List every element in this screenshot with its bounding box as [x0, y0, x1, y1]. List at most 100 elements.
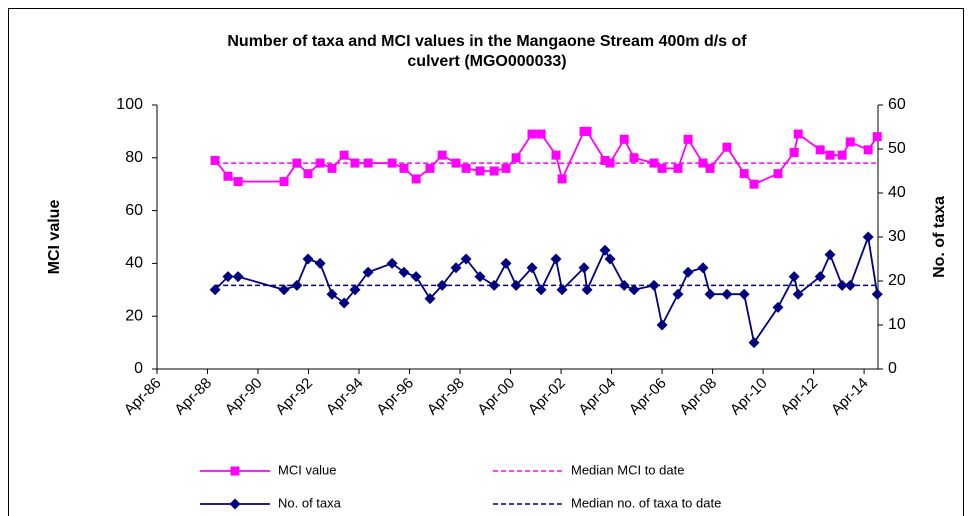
data-point — [862, 231, 874, 243]
data-point — [210, 155, 220, 165]
data-point — [604, 253, 616, 265]
data-point — [410, 271, 422, 283]
y2-tick-label: 10 — [888, 316, 906, 333]
data-point — [619, 134, 629, 144]
data-point — [578, 262, 590, 274]
data-point — [278, 284, 290, 296]
data-point — [789, 148, 799, 158]
data-point — [581, 284, 593, 296]
data-point — [704, 288, 716, 300]
data-point — [683, 134, 693, 144]
data-point — [863, 145, 873, 155]
y2-tick-label: 40 — [888, 184, 906, 201]
data-point — [501, 163, 511, 173]
y-tick-label: 0 — [134, 360, 143, 377]
data-point — [599, 244, 611, 256]
data-point — [339, 150, 349, 160]
data-point — [656, 319, 668, 331]
data-point — [425, 163, 435, 173]
data-point — [872, 132, 882, 142]
data-point — [582, 126, 592, 136]
data-point — [792, 288, 804, 300]
data-point — [279, 177, 289, 187]
data-point — [527, 129, 537, 139]
data-point — [722, 142, 732, 152]
data-point — [526, 262, 538, 274]
data-point — [386, 257, 398, 269]
data-point — [362, 266, 374, 278]
data-point — [657, 163, 667, 173]
data-point — [314, 257, 326, 269]
legend-marker — [229, 498, 241, 510]
y-tick-label: 80 — [125, 149, 143, 166]
data-point — [489, 166, 499, 176]
data-point — [222, 271, 234, 283]
data-point — [629, 153, 639, 163]
data-point — [793, 129, 803, 139]
data-point — [399, 163, 409, 173]
legend-label: No. of taxa — [278, 495, 342, 510]
y2-tick-label: 60 — [888, 96, 906, 113]
data-point — [648, 279, 660, 291]
legend-marker — [230, 466, 240, 476]
y-tick-label: 100 — [116, 96, 143, 113]
data-point — [500, 257, 512, 269]
data-point — [600, 155, 610, 165]
y2-tick-label: 30 — [888, 228, 906, 245]
data-point — [772, 301, 784, 313]
data-point — [437, 150, 447, 160]
data-point — [739, 169, 749, 179]
legend-label: MCI value — [278, 462, 337, 477]
data-point — [223, 171, 233, 181]
data-point — [749, 179, 759, 189]
data-point — [511, 153, 521, 163]
data-point — [825, 150, 835, 160]
y2-axis-label: No. of taxa — [931, 196, 948, 278]
data-point — [474, 271, 486, 283]
data-point — [697, 262, 709, 274]
data-point — [411, 174, 421, 184]
data-point — [815, 145, 825, 155]
legend-label: Median no. of taxa to date — [571, 495, 721, 510]
data-point — [510, 279, 522, 291]
y-tick-label: 20 — [125, 307, 143, 324]
data-point — [814, 271, 826, 283]
data-point — [550, 253, 562, 265]
data-point — [837, 150, 847, 160]
y2-tick-label: 20 — [888, 272, 906, 289]
data-point — [682, 266, 694, 278]
data-point — [327, 163, 337, 173]
data-point — [698, 158, 708, 168]
data-point — [302, 253, 314, 265]
data-point — [398, 266, 410, 278]
data-point — [556, 284, 568, 296]
y2-tick-label: 0 — [888, 360, 897, 377]
data-point — [475, 166, 485, 176]
y2-tick-label: 50 — [888, 140, 906, 157]
data-point — [824, 249, 836, 261]
data-point — [738, 288, 750, 300]
data-point — [450, 262, 462, 274]
data-point — [748, 337, 760, 349]
data-point — [551, 150, 561, 160]
data-point — [303, 169, 313, 179]
data-point — [424, 293, 436, 305]
data-point — [461, 163, 471, 173]
data-point — [232, 271, 244, 283]
chart-title: culvert (MGO000033) — [407, 53, 566, 70]
chart-title: Number of taxa and MCI values in the Man… — [227, 33, 747, 50]
data-point — [349, 284, 361, 296]
data-point — [209, 284, 221, 296]
data-point — [628, 284, 640, 296]
y-tick-label: 60 — [125, 202, 143, 219]
data-point — [326, 288, 338, 300]
data-point — [649, 158, 659, 168]
data-point — [338, 297, 350, 309]
data-point — [788, 271, 800, 283]
data-point — [557, 174, 567, 184]
data-point — [721, 288, 733, 300]
data-point — [773, 169, 783, 179]
y-tick-label: 40 — [125, 255, 143, 272]
data-point — [535, 284, 547, 296]
